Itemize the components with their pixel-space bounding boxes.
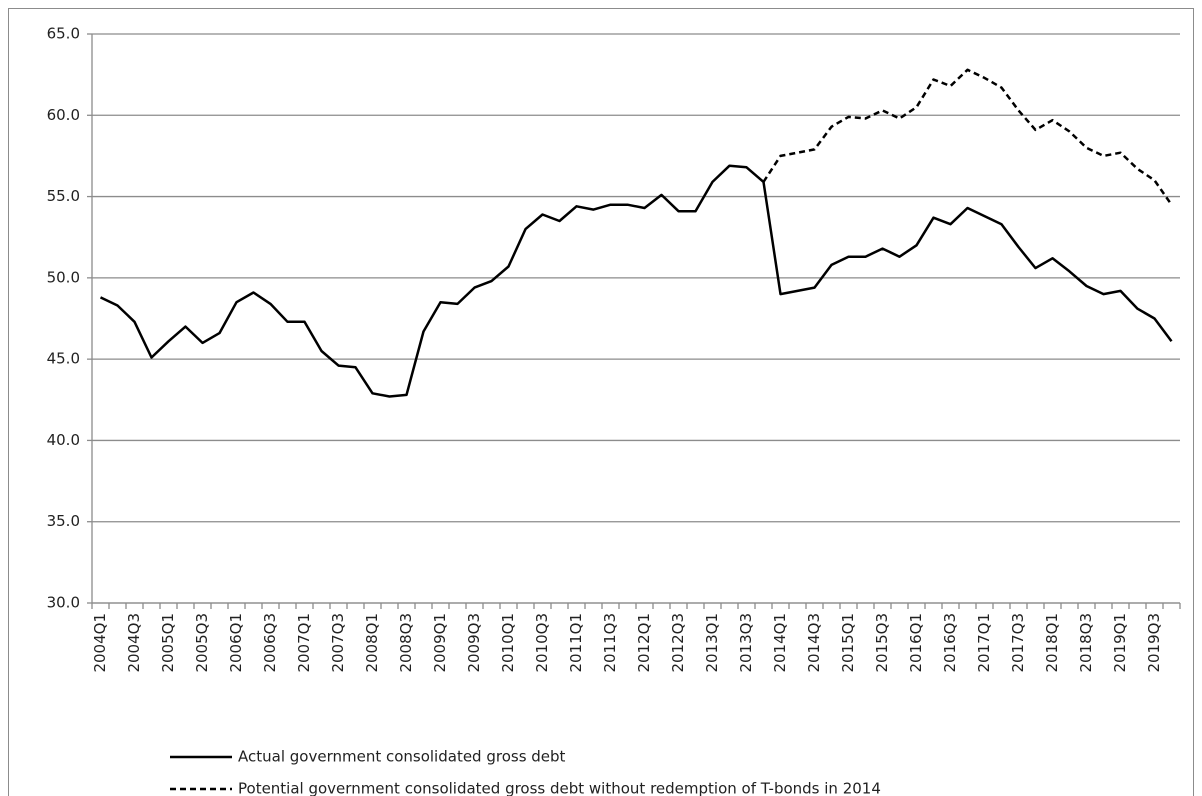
x-tick-label: 2007Q1 (295, 613, 313, 673)
x-tick-label: 2015Q3 (873, 613, 891, 673)
x-tick-label: 2019Q3 (1145, 613, 1163, 673)
x-tick-label: 2008Q3 (397, 613, 415, 673)
y-tick-label: 50.0 (47, 268, 80, 286)
x-tick-label: 2006Q1 (227, 613, 245, 673)
x-tick-label: 2007Q3 (329, 613, 347, 673)
x-tick-label: 2019Q1 (1111, 613, 1129, 673)
legend-label: Potential government consolidated gross … (238, 780, 881, 796)
x-tick-label: 2006Q3 (261, 613, 279, 673)
x-tick-label: 2011Q1 (567, 613, 585, 673)
x-tick-label: 2012Q3 (669, 613, 687, 673)
x-tick-label: 2014Q1 (771, 613, 789, 673)
x-tick-label: 2008Q1 (363, 613, 381, 673)
legend-label: Actual government consolidated gross deb… (238, 748, 566, 766)
x-tick-label: 2013Q3 (737, 613, 755, 673)
x-tick-label: 2012Q1 (635, 613, 653, 673)
x-tick-label: 2013Q1 (703, 613, 721, 673)
y-tick-label: 60.0 (47, 106, 80, 124)
x-tick-label: 2011Q3 (601, 613, 619, 673)
chart-frame (8, 8, 1194, 796)
x-tick-label: 2004Q1 (91, 613, 109, 673)
x-tick-label: 2005Q1 (159, 613, 177, 673)
y-tick-label: 65.0 (47, 25, 80, 43)
x-tick-label: 2016Q3 (941, 613, 959, 673)
x-tick-label: 2010Q1 (499, 613, 517, 673)
x-tick-label: 2010Q3 (533, 613, 551, 673)
x-tick-label: 2017Q3 (1009, 613, 1027, 673)
data-line (762, 68, 1173, 206)
x-tick-label: 2004Q3 (125, 613, 143, 673)
x-tick-label: 2005Q3 (193, 613, 211, 673)
x-tick-label: 2009Q1 (431, 613, 449, 673)
y-tick-label: 35.0 (47, 512, 80, 530)
x-tick-label: 2015Q1 (839, 613, 857, 673)
y-tick-label: 30.0 (47, 594, 80, 612)
x-tick-label: 2009Q3 (465, 613, 483, 673)
y-tick-label: 45.0 (47, 350, 80, 368)
x-tick-label: 2014Q3 (805, 613, 823, 673)
x-tick-label: 2016Q1 (907, 613, 925, 673)
x-tick-label: 2018Q3 (1077, 613, 1095, 673)
y-tick-label: 40.0 (47, 431, 80, 449)
x-tick-label: 2018Q1 (1043, 613, 1061, 673)
x-tick-label: 2017Q1 (975, 613, 993, 673)
data-line (99, 164, 1173, 398)
y-tick-label: 55.0 (47, 187, 80, 205)
